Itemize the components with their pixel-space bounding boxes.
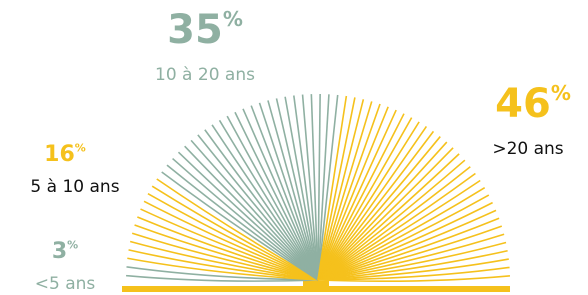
value-label: 16% (44, 141, 86, 167)
page-line (318, 142, 447, 280)
category-label: <5 ans (35, 274, 96, 294)
book-base (122, 281, 510, 292)
category-label: 5 à 10 ans (30, 177, 119, 197)
fan-segment (318, 96, 510, 281)
value-label: 46% (495, 81, 571, 128)
value-label: 35% (167, 7, 243, 54)
category-label: 10 à 20 ans (155, 65, 255, 85)
category-label: >20 ans (492, 139, 563, 159)
chart: 3% <5 ans 16% 5 à 10 ans 35% 10 à 20 ans 46% >2… (0, 0, 588, 295)
page-line (212, 125, 318, 280)
book-spine (303, 281, 329, 292)
value-label: 3% (52, 238, 78, 264)
page-line (318, 107, 388, 280)
